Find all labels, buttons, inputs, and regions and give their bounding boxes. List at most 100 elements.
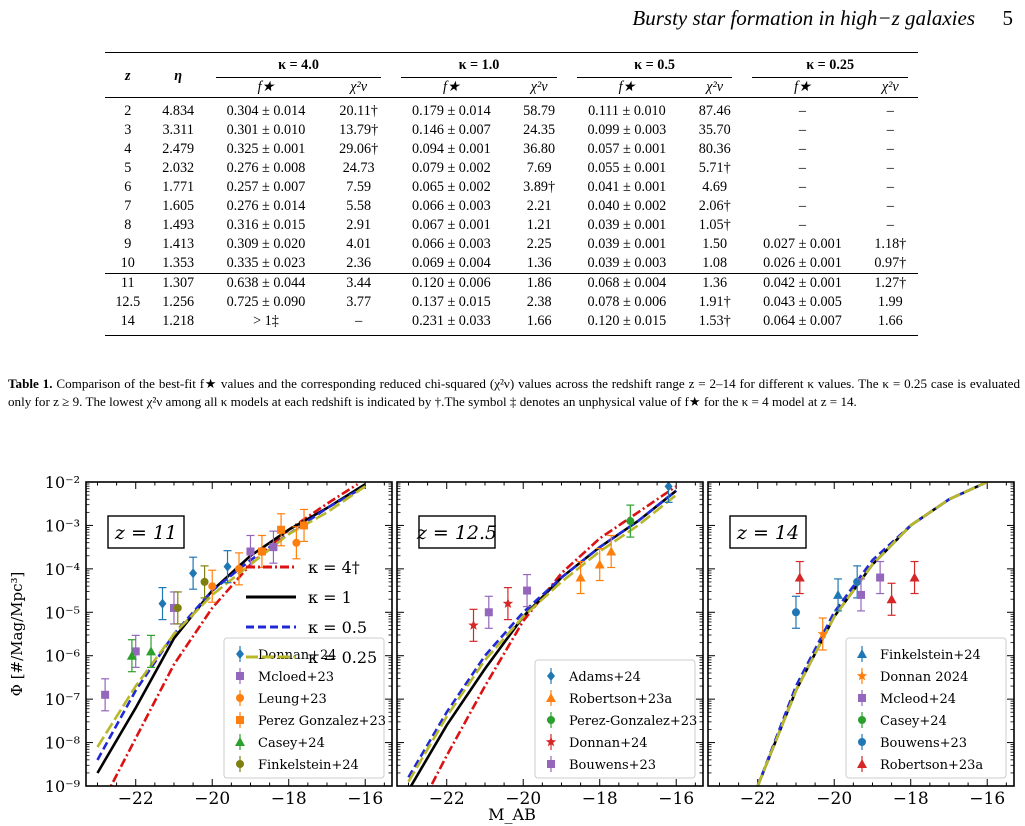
marker-square — [523, 586, 532, 595]
kappa-header-4: κ = 4.0 — [206, 53, 391, 78]
data-legend: Finkelstein+24 Donnan 2024 Mcleod+24 Casey+… — [845, 637, 1007, 779]
table-row: 12.5 1.256 0.725 ± 0.090 3.77 0.137 ± 0.015 2… — [105, 293, 918, 312]
table-cell: 5.58 — [346, 198, 372, 214]
marker-circle — [547, 716, 555, 724]
table-cell: – — [886, 198, 894, 214]
table-row: 7 1.605 0.276 ± 0.014 5.58 0.066 ± 0.003 2.21… — [105, 197, 918, 216]
data-points — [791, 560, 920, 651]
x-tick-label: −18 — [582, 789, 618, 809]
legend-frame — [534, 659, 696, 779]
legend-label: Donnan+24 — [258, 648, 337, 663]
table-cell: 0.064 ± 0.007 — [763, 313, 842, 329]
table-row: 9 1.413 0.309 ± 0.020 4.01 0.066 ± 0.003 2.25… — [105, 235, 918, 254]
marker-square — [269, 543, 278, 552]
table-caption: Table 1. Comparison of the best-fit f★ v… — [8, 375, 1020, 411]
panel-frame — [396, 481, 704, 787]
table-cell: 36.80 — [523, 141, 556, 157]
table-cell: 35.70 — [698, 122, 731, 138]
sub-header-chi: χ²ν — [706, 79, 724, 95]
table-cell: 1.307 — [162, 275, 195, 291]
table-cell: 2.36 — [346, 255, 372, 271]
table-cell: 0.137 ± 0.015 — [411, 294, 491, 310]
table-cell: 0.120 ± 0.015 — [587, 313, 667, 329]
table-cell: – — [886, 122, 894, 138]
legend-label: Perez Gonzalez+23 — [258, 714, 386, 729]
table-cell: 29.06† — [339, 141, 379, 157]
marker-triangle — [794, 572, 805, 582]
marker-triangle — [857, 649, 867, 658]
table-cell: 1.353 — [162, 255, 195, 271]
panel-label-frame — [418, 515, 496, 549]
legend-label: Finkelstein+24 — [258, 758, 359, 773]
col-z-header: z — [124, 68, 131, 84]
marker-triangle — [857, 759, 867, 768]
table-cell: 0.725 ± 0.090 — [226, 294, 306, 310]
table-cell: 0.97† — [874, 255, 907, 271]
table-cell: – — [886, 160, 894, 176]
x-tick-label: −16 — [969, 789, 1005, 809]
model-legend: κ = 4† κ = 1 κ = 0.5 κ = 0.25 — [246, 558, 377, 667]
y-tick-label: 10⁻² — [45, 473, 80, 492]
y-tick-label: 10⁻⁴ — [45, 560, 80, 579]
legend-label: Adams+24 — [568, 670, 641, 685]
table-cell: 0.111 ± 0.010 — [588, 103, 666, 119]
marker-circle — [235, 564, 243, 573]
panel-label-box: z = 14 — [729, 515, 807, 549]
table-row: 6 1.771 0.257 ± 0.007 7.59 0.065 ± 0.002 3.89… — [105, 178, 918, 197]
data-legend: Adams+24 Robertson+23a Perez-Gonzalez+23 Do… — [534, 659, 697, 779]
panel-frame — [85, 481, 393, 787]
table-cell: 12.5 — [115, 294, 141, 310]
table-cell: 5.71† — [698, 160, 731, 176]
table-cell: 0.078 ± 0.006 — [587, 294, 667, 310]
table-cell: 0.316 ± 0.015 — [226, 217, 306, 233]
caption-text: Comparison of the best-fit f★ values and… — [8, 376, 1020, 409]
marker-star — [545, 736, 557, 747]
table-cell: 3 — [124, 122, 132, 138]
marker-square — [277, 525, 286, 534]
sub-header-f: f★ — [443, 79, 460, 95]
sub-header-f: f★ — [618, 79, 636, 95]
table-cell: 3.77 — [346, 294, 372, 310]
luminosity-function-figure: −22 −20 −18 −16 z = 11 Donnan+24 Mcloed+23 Leun… — [0, 470, 1025, 826]
table-body-low-z: 2 4.834 0.304 ± 0.014 20.11† 0.179 ± 0.014 58… — [105, 97, 918, 274]
table-cell: 1.50 — [702, 236, 728, 252]
data-points — [468, 482, 673, 642]
model-curve — [96, 485, 366, 748]
table-cell: 2.25 — [526, 236, 552, 252]
table-cell: 13.79† — [339, 122, 379, 138]
col-eta-header: η — [174, 68, 183, 84]
x-tick-label: −22 — [429, 789, 465, 809]
table-cell: 0.042 ± 0.001 — [763, 275, 842, 291]
table-cell: 2.21 — [526, 198, 552, 214]
table-cell: 0.069 ± 0.004 — [411, 255, 491, 271]
table-cell: 1.18† — [874, 236, 907, 252]
lf-panel: −22 −20 −18 −16 z = 12.5 Adams+24 Robertson+23… — [396, 481, 704, 809]
marker-diamond — [547, 671, 555, 681]
marker-square — [547, 760, 555, 768]
results-table: z η κ = 4.0 κ = 1.0 κ = 0.5 κ = 0.25 f★ … — [105, 52, 918, 336]
panel-label-box: z = 12.5 — [416, 515, 497, 549]
table-cell: 2.38 — [526, 294, 552, 310]
figure-svg: −22 −20 −18 −16 z = 11 Donnan+24 Mcloed+23 Leun… — [8, 473, 1015, 824]
table-cell: 0.120 ± 0.006 — [411, 275, 491, 291]
table-cell: 2 — [124, 103, 132, 119]
table-cell: 4.69 — [702, 179, 728, 195]
table-cell: 3.44 — [346, 275, 372, 291]
table-cell: 0.055 ± 0.001 — [587, 160, 667, 176]
table-cell: – — [355, 313, 363, 329]
table-cell: 0.179 ± 0.014 — [411, 103, 491, 119]
page-number: 5 — [1002, 6, 1014, 30]
table-cell: 0.335 ± 0.023 — [226, 255, 306, 271]
marker-square — [484, 608, 493, 617]
legend-label: Leung+23 — [258, 692, 327, 707]
legend-label: Robertson+23a — [880, 758, 983, 773]
table-cell: 0.066 ± 0.003 — [411, 236, 491, 252]
marker-square — [236, 716, 244, 724]
table-cell: – — [798, 160, 807, 176]
panel-label: z = 12.5 — [416, 522, 497, 544]
table-row: 8 1.493 0.316 ± 0.015 2.91 0.067 ± 0.001 1.21… — [105, 216, 918, 235]
legend-label: Bouwens+23 — [569, 758, 656, 773]
table-cell: 11 — [120, 275, 135, 291]
marker-circle — [791, 608, 800, 617]
table-cell: 24.35 — [523, 122, 556, 138]
